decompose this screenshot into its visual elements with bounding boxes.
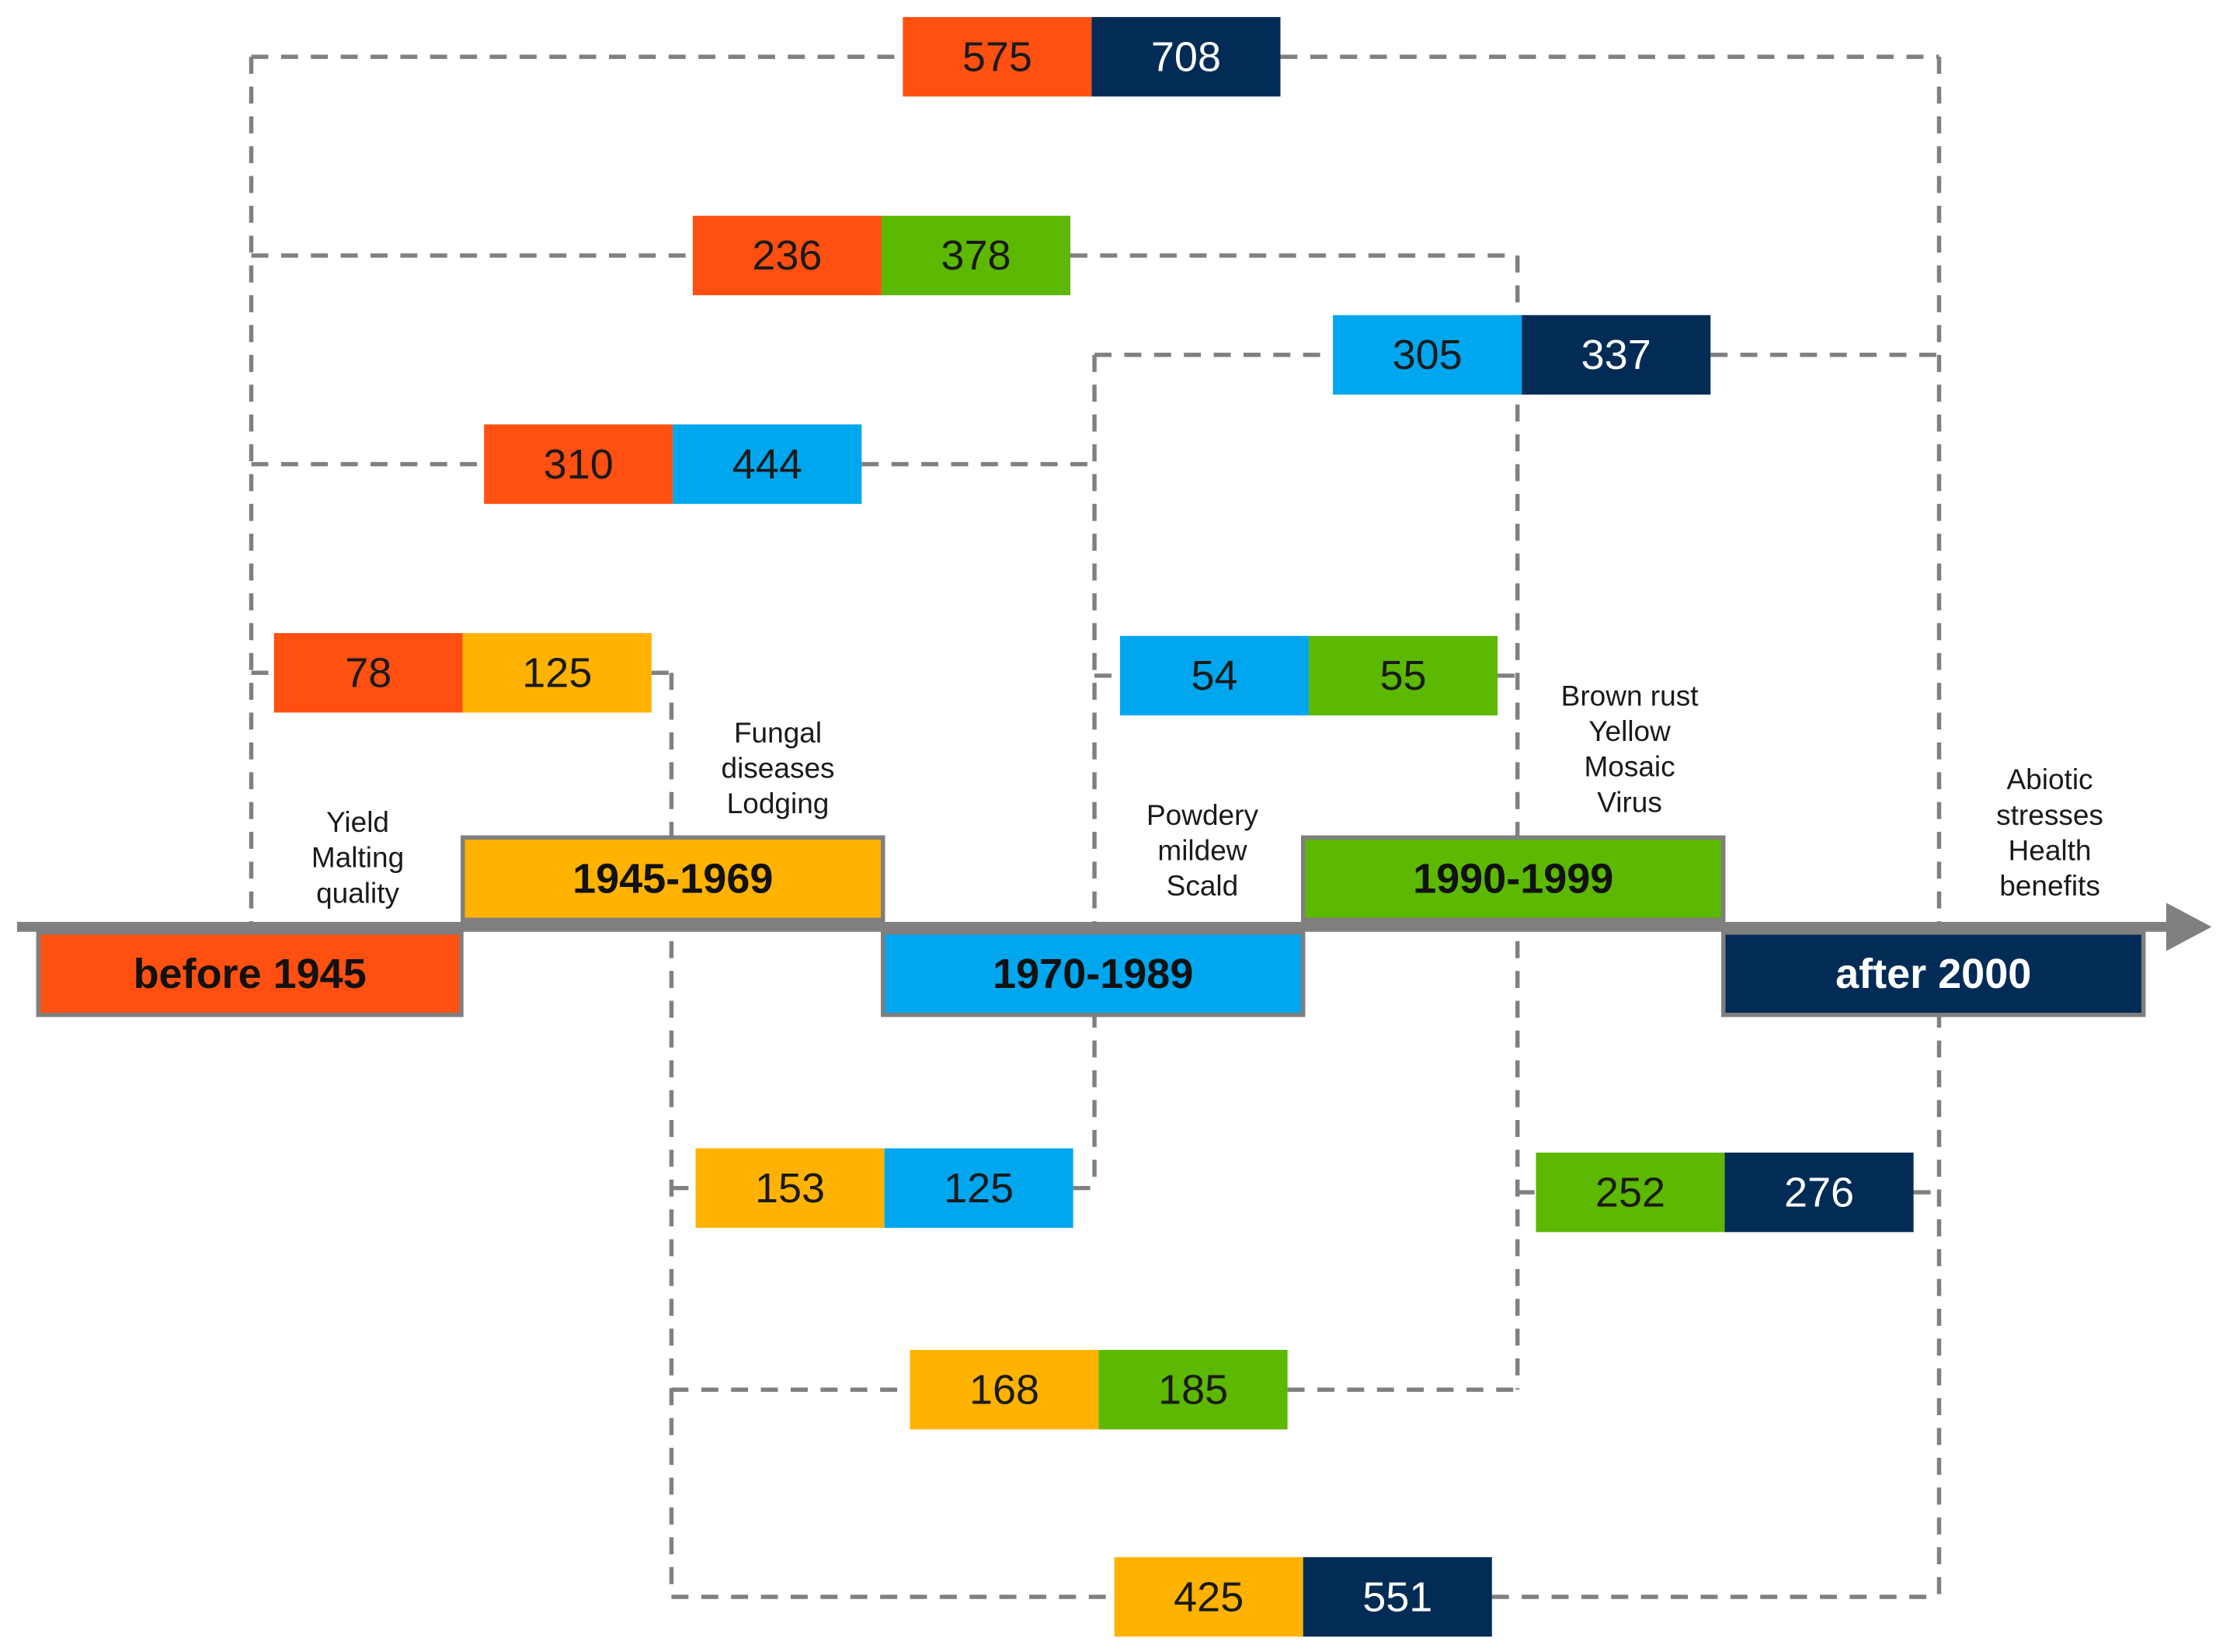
pair-cell-before_1945 — [692, 215, 882, 296]
era-label: after 2000 — [1835, 951, 2031, 997]
pair-cell-after_2000 — [1724, 1153, 1914, 1233]
era-boxes: before 1945 1945-1969 1970-1989 1990-1999 af… — [36, 835, 2146, 1017]
pair-cell-after_2000 — [1091, 16, 1281, 97]
pair-cell-1990_1999 — [1098, 1350, 1288, 1430]
pair-cell-before_1945 — [484, 424, 673, 504]
pair-cell-1970_1989 — [1333, 315, 1522, 395]
era-box-1945_1969: 1945-1969 — [461, 835, 885, 923]
pair-box: 252 276 — [1536, 1153, 1914, 1233]
pair-cell-1945_1969 — [1114, 1556, 1303, 1637]
pair-box: 575 708 — [903, 16, 1281, 97]
theme-line: stresses — [1996, 799, 2103, 831]
theme-line: Mosaic — [1584, 751, 1675, 783]
theme-line: quality — [316, 877, 399, 909]
pair-box: 78 125 — [273, 633, 652, 713]
pair-cell-1990_1999 — [1309, 635, 1498, 716]
era-box-fill — [461, 835, 885, 923]
pair-cell-after_2000 — [1303, 1556, 1492, 1637]
theme-line: Abiotic — [2007, 763, 2093, 795]
pair-cell-1970_1989 — [884, 1148, 1073, 1228]
era-box-1990_1999: 1990-1999 — [1300, 835, 1726, 923]
era-box-fill — [881, 930, 1306, 1017]
pair-cell-1990_1999 — [881, 215, 1070, 296]
pair-value: 425 — [1174, 1574, 1244, 1620]
pair-value: 310 — [544, 441, 614, 488]
theme-line: Powdery — [1146, 799, 1258, 831]
pair-value: 551 — [1362, 1574, 1432, 1620]
pair-box: 425 551 — [1114, 1556, 1492, 1637]
theme-1945_1969: Fungal diseases Lodging — [722, 717, 835, 819]
theme-line: diseases — [722, 753, 835, 784]
pair-value: 54 — [1191, 652, 1237, 699]
theme-line: Lodging — [727, 788, 830, 819]
pair-value: 125 — [944, 1165, 1014, 1212]
pair-value: 708 — [1151, 33, 1221, 80]
pair-value: 252 — [1595, 1169, 1665, 1216]
era-box-after_2000: after 2000 — [1720, 930, 2146, 1017]
era-box-before_1945: before 1945 — [36, 930, 464, 1017]
era-box-fill — [1300, 835, 1726, 923]
pair-box: 153 125 — [695, 1148, 1073, 1228]
pair-value: 236 — [752, 232, 822, 279]
pair-cell-after_2000 — [1522, 315, 1711, 395]
pair-cell-1945_1969 — [462, 633, 652, 713]
theme-line: Virus — [1597, 786, 1662, 818]
theme-line: Fungal — [734, 717, 822, 749]
pair-boxes: 575 708 236 378 305 337 310 444 54 55 78 125 153 125 2… — [273, 16, 1914, 1637]
pair-cell-1945_1969 — [910, 1350, 1099, 1430]
theme-line: Scald — [1167, 870, 1239, 902]
pair-value: 78 — [345, 650, 391, 697]
pair-cell-1970_1989 — [673, 424, 862, 504]
theme-line: Yellow — [1588, 715, 1671, 747]
pair-cell-1970_1989 — [1119, 635, 1310, 716]
pair-value: 337 — [1581, 332, 1651, 378]
era-label: before 1945 — [134, 951, 367, 997]
pair-value: 153 — [755, 1165, 825, 1212]
pair-cell-1990_1999 — [1536, 1153, 1725, 1233]
pair-cell-before_1945 — [273, 633, 463, 713]
pair-value: 444 — [732, 441, 802, 488]
theme-line: Yield — [326, 806, 389, 838]
pair-box: 305 337 — [1333, 315, 1711, 395]
era-box-1970_1989: 1970-1989 — [881, 930, 1306, 1017]
theme-line: benefits — [1999, 870, 2100, 902]
era-label: 1945-1969 — [572, 856, 773, 903]
timeline-arrowhead — [2166, 903, 2212, 951]
theme-line: Brown rust — [1561, 680, 1699, 711]
theme-line: Health — [2009, 835, 2092, 867]
pair-value: 55 — [1380, 652, 1427, 699]
era-box-fill — [36, 930, 464, 1017]
theme-line: mildew — [1157, 835, 1247, 867]
pair-box: 236 378 — [692, 215, 1070, 296]
pair-cell-before_1945 — [903, 16, 1092, 97]
era-box-fill — [1720, 930, 2146, 1017]
era-label: 1970-1989 — [993, 951, 1193, 997]
theme-line: Malting — [311, 842, 404, 874]
pair-value: 168 — [969, 1366, 1039, 1413]
era-label: 1990-1999 — [1413, 856, 1613, 903]
pair-box: 168 185 — [910, 1350, 1288, 1430]
pair-cell-1945_1969 — [695, 1148, 885, 1228]
pair-value: 378 — [941, 232, 1011, 279]
pair-value: 276 — [1784, 1169, 1854, 1216]
pair-box: 54 55 — [1119, 635, 1498, 716]
pair-box: 310 444 — [484, 424, 862, 504]
timeline-axis — [16, 903, 2212, 951]
pair-value: 125 — [522, 650, 592, 697]
pair-value: 575 — [962, 33, 1032, 80]
pair-value: 305 — [1393, 332, 1463, 378]
connector-lines — [249, 54, 1942, 1599]
pair-value: 185 — [1158, 1366, 1228, 1413]
